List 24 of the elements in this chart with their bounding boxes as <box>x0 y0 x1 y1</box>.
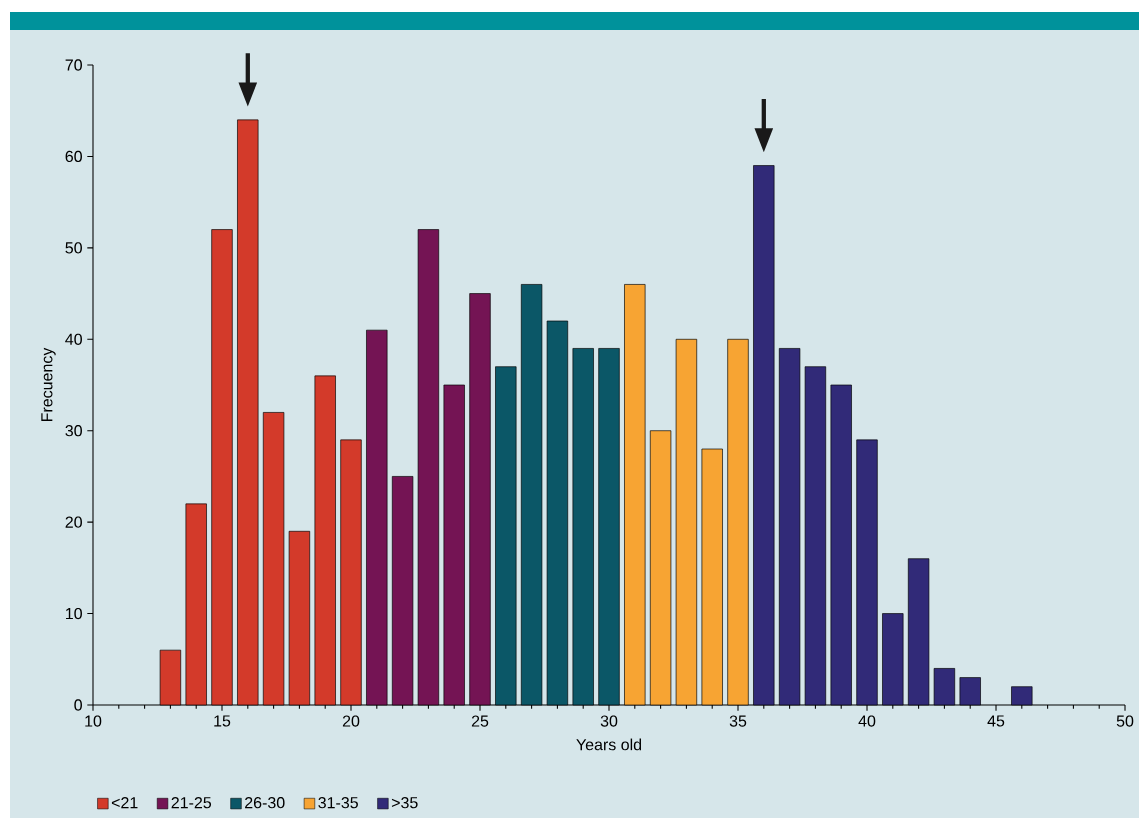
y-tick-label: 10 <box>66 607 82 620</box>
y-tick-label: 20 <box>65 516 82 528</box>
legend-label: 21-25 <box>171 797 212 809</box>
y-tick-label: 50 <box>65 242 82 254</box>
x-tick-label: 40 <box>858 715 876 727</box>
y-tick-label: 40 <box>65 333 82 345</box>
y-tick-label: 0 <box>74 699 82 711</box>
y-axis-title: Frecuency <box>41 347 56 422</box>
x-tick-label: 15 <box>214 715 231 727</box>
x-tick-label: 10 <box>85 715 102 727</box>
y-tick-label: 70 <box>65 59 82 71</box>
legend-label: <21 <box>111 797 138 809</box>
x-tick-label: 20 <box>342 715 360 727</box>
x-tick-label: 50 <box>1116 715 1134 727</box>
x-tick-label: 35 <box>729 715 747 727</box>
x-tick-label: 45 <box>987 715 1005 727</box>
legend-label: 26-30 <box>245 797 285 809</box>
x-axis-title: Years old <box>576 738 642 751</box>
y-tick-label: 30 <box>65 425 82 437</box>
legend-label: >35 <box>391 797 418 809</box>
legend-label: 31-35 <box>318 797 358 809</box>
x-tick-label: 30 <box>600 715 618 727</box>
y-tick-label: 60 <box>65 150 82 163</box>
x-tick-label: 25 <box>471 715 489 727</box>
